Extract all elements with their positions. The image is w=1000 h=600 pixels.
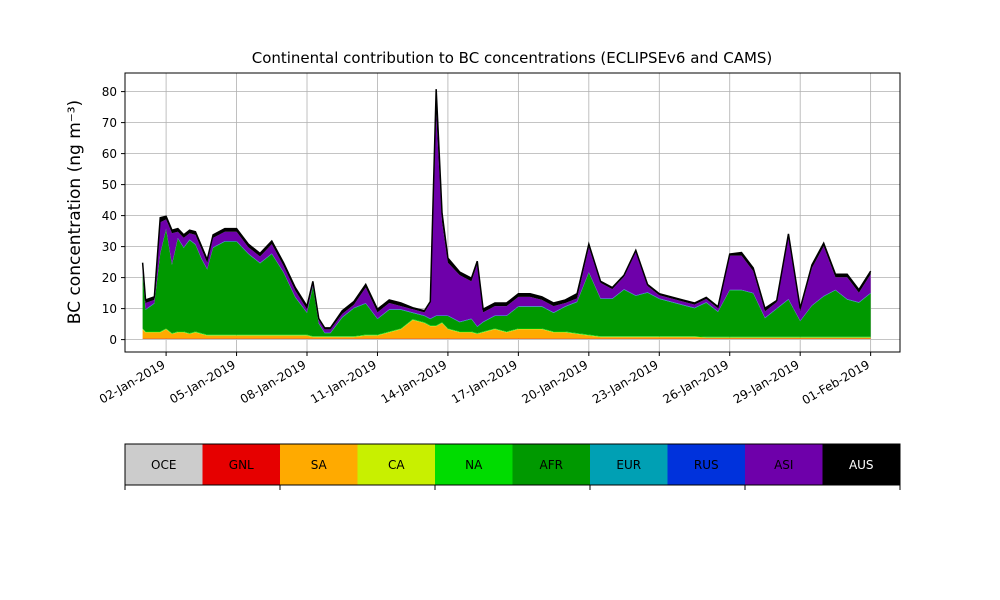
x-tick-label: 17-Jan-2019	[449, 357, 520, 406]
legend-swatch-eur	[590, 444, 668, 485]
legend-label-ca: CA	[388, 458, 405, 472]
x-tick-label: 23-Jan-2019	[590, 357, 661, 406]
y-tick-label: 10	[102, 302, 117, 316]
y-tick-label: 80	[102, 85, 117, 99]
area-series-sa	[142, 320, 871, 339]
total-line	[141, 89, 872, 329]
y-tick-label: 0	[109, 333, 117, 347]
y-tick-label: 20	[102, 271, 117, 285]
x-tick-label: 14-Jan-2019	[379, 357, 450, 406]
x-tick-label: 11-Jan-2019	[308, 357, 379, 406]
x-tick-label: 08-Jan-2019	[238, 357, 309, 406]
y-axis-ticks: 0 10 20 30 40 50 60 70 80	[102, 85, 125, 347]
legend-frame	[124, 443, 901, 486]
legend-swatch-sa	[280, 444, 358, 485]
legend-swatch-rus	[667, 444, 746, 485]
y-tick-label: 50	[102, 178, 117, 192]
legend-swatch-ca	[357, 444, 436, 485]
legend-label-eur: EUR	[616, 458, 641, 472]
x-tick-label: 29-Jan-2019	[731, 357, 802, 406]
legend-label-na: NA	[465, 458, 483, 472]
legend-swatch-aus	[822, 444, 901, 485]
legend-label-asi: ASI	[774, 458, 793, 472]
legend-colorbar: OCE GNL SA CA NA AFR EUR RUS ASI AUS	[124, 443, 901, 490]
legend-swatch-oce	[125, 444, 203, 485]
legend-label-afr: AFR	[540, 458, 563, 472]
x-tick-label: 26-Jan-2019	[660, 357, 731, 406]
x-tick-label: 01-Feb-2019	[800, 357, 873, 407]
x-tick-label: 20-Jan-2019	[520, 357, 591, 406]
legend-swatch-gnl	[202, 444, 281, 485]
area-series-oce	[142, 338, 871, 340]
chart-title: Continental contribution to BC concentra…	[252, 49, 773, 67]
y-tick-label: 70	[102, 116, 117, 130]
y-axis-label: BC concentration (ng m⁻³)	[65, 100, 85, 324]
legend-label-aus: AUS	[849, 458, 874, 472]
x-tick-label: 05-Jan-2019	[167, 357, 238, 406]
plot-frame	[124, 72, 901, 353]
legend-label-sa: SA	[311, 458, 328, 472]
y-tick-label: 30	[102, 240, 117, 254]
legend-swatch-na	[435, 444, 513, 485]
legend-label-oce: OCE	[151, 458, 176, 472]
y-tick-label: 40	[102, 209, 117, 223]
stacked-areas	[142, 89, 871, 340]
legend-swatch-asi	[745, 444, 823, 485]
area-series-afr	[142, 229, 871, 337]
total-outline	[141, 89, 872, 329]
x-axis-ticks: 02-Jan-2019 05-Jan-2019 08-Jan-2019 11-Jan-…	[97, 352, 872, 407]
x-tick-label: 02-Jan-2019	[97, 357, 168, 406]
legend-swatch-afr	[512, 444, 591, 485]
y-tick-label: 60	[102, 147, 117, 161]
area-series-asi	[142, 113, 871, 333]
legend-label-gnl: GNL	[229, 458, 254, 472]
legend-label-rus: RUS	[694, 458, 719, 472]
